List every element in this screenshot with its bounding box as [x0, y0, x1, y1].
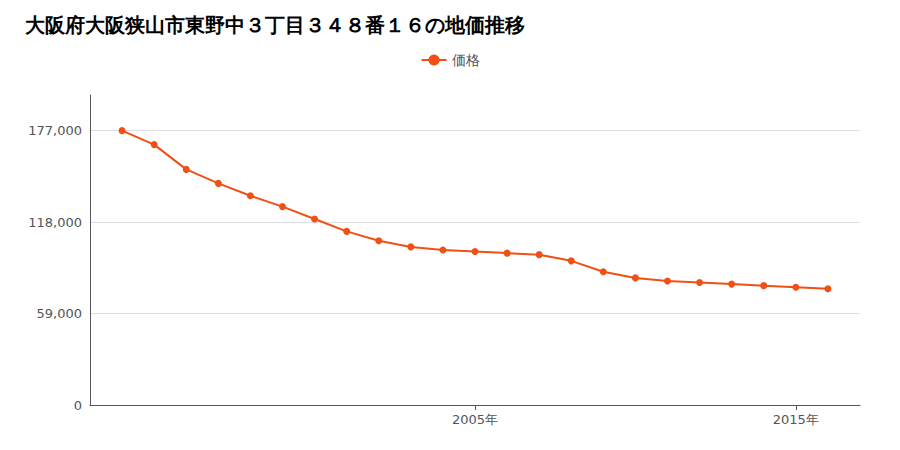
svg-text:2005年: 2005年 [452, 412, 498, 427]
svg-text:177,000: 177,000 [28, 123, 82, 138]
svg-text:価格: 価格 [452, 52, 480, 68]
svg-text:大阪府大阪狭山市東野中３丁目３４８番１６の地価推移: 大阪府大阪狭山市東野中３丁目３４８番１６の地価推移 [25, 13, 525, 37]
svg-text:2015年: 2015年 [773, 412, 819, 427]
svg-text:0: 0 [74, 398, 82, 413]
svg-text:118,000: 118,000 [28, 215, 82, 230]
svg-text:59,000: 59,000 [37, 306, 83, 321]
